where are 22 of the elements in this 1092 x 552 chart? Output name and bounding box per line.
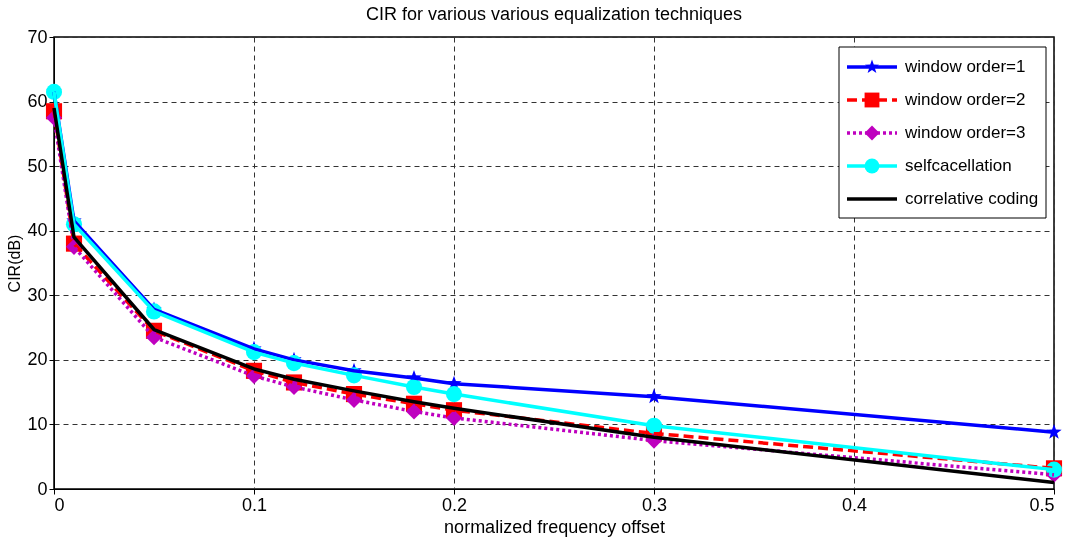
y-tick-label: 10 [27, 413, 48, 434]
legend-label: selfcacellation [905, 156, 1012, 175]
x-tick-label: 0.3 [641, 494, 668, 515]
legend-label: window order=1 [904, 57, 1026, 76]
x-tick-label: 0 [54, 494, 65, 515]
y-axis-title: CIR(dB) [6, 234, 24, 293]
legend-label: window order=2 [904, 90, 1026, 109]
x-tick-label: 0.1 [241, 494, 268, 515]
legend-label: correlative coding [905, 189, 1039, 208]
y-tick-label: 20 [27, 349, 48, 370]
chart-title: CIR for various various equalization techniques [365, 4, 743, 24]
y-tick-label: 40 [27, 220, 48, 241]
x-tick-label: 0.4 [841, 494, 868, 515]
x-axis-title: normalized frequency offset [444, 516, 665, 537]
y-tick-label: 70 [27, 26, 48, 47]
y-tick-label: 60 [27, 91, 48, 112]
y-tick-label: 30 [27, 284, 48, 305]
y-tick-label: 50 [27, 155, 48, 176]
x-tick-label: 0.5 [1029, 494, 1055, 515]
legend-label: window order=3 [904, 123, 1026, 142]
x-tick-label: 0.2 [441, 494, 468, 515]
y-tick-label: 0 [37, 478, 48, 499]
